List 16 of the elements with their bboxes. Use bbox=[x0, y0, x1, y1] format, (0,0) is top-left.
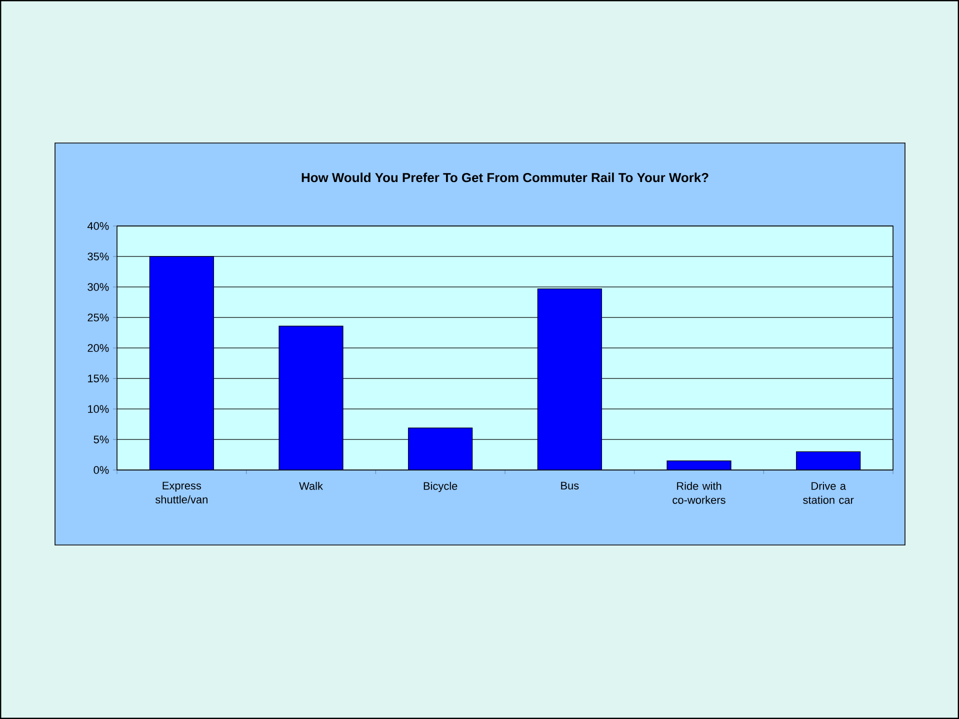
y-tick-label: 40% bbox=[87, 222, 109, 230]
x-tick-label: Walk bbox=[299, 482, 323, 490]
x-tick-label: Bicycle bbox=[424, 482, 458, 492]
y-tick-label: 30% bbox=[88, 283, 109, 291]
y-tick-label: 15% bbox=[88, 374, 109, 382]
x-tick-label: Ride with co-workers bbox=[672, 482, 726, 504]
y-tick-label: 10% bbox=[88, 405, 109, 413]
y-tick-label: 25% bbox=[88, 314, 109, 322]
chart-title: How Would You Prefer To Get From Commuter Rail To Your Work? bbox=[302, 172, 708, 182]
y-tick-label: 20% bbox=[88, 344, 109, 352]
x-tick-label: Bus bbox=[561, 482, 579, 490]
x-tick-label: Express shuttle/van bbox=[155, 482, 208, 504]
y-tick-label: 5% bbox=[94, 436, 109, 444]
x-tick-label: Drive a station car bbox=[803, 482, 854, 504]
y-tick-label: 35% bbox=[88, 252, 109, 260]
y-tick-label: 0% bbox=[94, 466, 109, 474]
